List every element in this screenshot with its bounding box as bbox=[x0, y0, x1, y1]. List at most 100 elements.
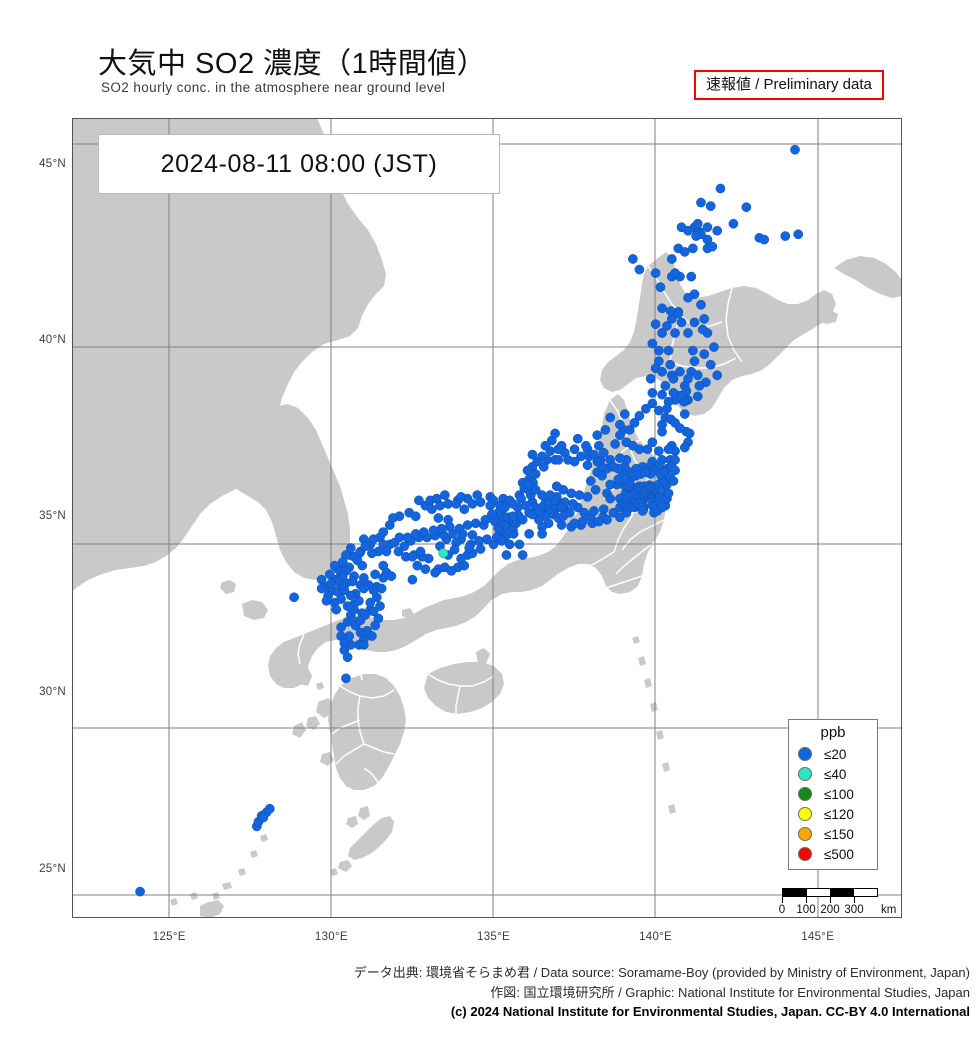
station-marker[interactable] bbox=[414, 495, 424, 506]
station-marker[interactable] bbox=[410, 529, 421, 539]
station-marker[interactable] bbox=[410, 511, 421, 522]
station-marker[interactable] bbox=[475, 544, 486, 554]
station-marker[interactable] bbox=[582, 460, 593, 470]
station-marker[interactable] bbox=[449, 544, 460, 555]
station-marker[interactable] bbox=[696, 197, 706, 208]
station-marker[interactable] bbox=[728, 218, 739, 229]
station-marker[interactable] bbox=[597, 470, 607, 481]
station-marker[interactable] bbox=[454, 523, 465, 534]
station-marker[interactable] bbox=[376, 583, 387, 594]
station-marker[interactable] bbox=[386, 571, 397, 581]
station-marker[interactable] bbox=[480, 514, 491, 525]
station-marker[interactable] bbox=[670, 328, 680, 338]
station-marker[interactable] bbox=[522, 465, 533, 476]
station-marker[interactable] bbox=[316, 574, 327, 585]
station-marker[interactable] bbox=[326, 578, 337, 589]
station-marker[interactable] bbox=[663, 488, 674, 499]
station-marker[interactable] bbox=[537, 490, 547, 500]
station-marker[interactable] bbox=[705, 201, 716, 211]
station-marker[interactable] bbox=[642, 444, 653, 455]
station-marker[interactable] bbox=[569, 518, 580, 529]
station-marker[interactable] bbox=[600, 425, 611, 435]
station-marker[interactable] bbox=[504, 539, 515, 550]
station-marker[interactable] bbox=[610, 439, 620, 449]
station-marker[interactable] bbox=[709, 342, 719, 352]
station-marker[interactable] bbox=[666, 254, 677, 264]
station-marker[interactable] bbox=[657, 389, 667, 400]
station-marker[interactable] bbox=[341, 673, 351, 684]
station-marker[interactable] bbox=[345, 543, 356, 553]
station-marker[interactable] bbox=[516, 493, 526, 504]
station-marker[interactable] bbox=[524, 529, 534, 539]
station-marker[interactable] bbox=[418, 527, 429, 537]
station-marker[interactable] bbox=[443, 514, 453, 525]
station-marker[interactable] bbox=[598, 504, 609, 515]
station-marker[interactable] bbox=[368, 606, 379, 617]
station-marker[interactable] bbox=[440, 490, 450, 500]
station-marker-highlight[interactable] bbox=[438, 548, 449, 559]
station-marker[interactable] bbox=[517, 550, 528, 560]
station-marker[interactable] bbox=[508, 511, 518, 522]
station-marker[interactable] bbox=[339, 645, 350, 656]
station-marker[interactable] bbox=[689, 317, 700, 328]
station-marker[interactable] bbox=[615, 419, 625, 430]
station-marker[interactable] bbox=[684, 428, 695, 439]
station-marker[interactable] bbox=[692, 370, 703, 381]
station-marker[interactable] bbox=[589, 449, 599, 460]
station-marker[interactable] bbox=[524, 479, 534, 490]
station-marker[interactable] bbox=[358, 583, 369, 594]
station-marker[interactable] bbox=[375, 601, 385, 611]
station-marker[interactable] bbox=[662, 403, 672, 414]
station-marker[interactable] bbox=[653, 446, 664, 456]
station-marker[interactable] bbox=[324, 569, 335, 580]
station-marker[interactable] bbox=[629, 418, 640, 428]
station-marker[interactable] bbox=[675, 366, 685, 377]
station-marker[interactable] bbox=[420, 564, 431, 574]
station-marker[interactable] bbox=[594, 516, 604, 527]
station-marker[interactable] bbox=[360, 541, 371, 552]
station-marker[interactable] bbox=[464, 543, 475, 553]
station-marker[interactable] bbox=[692, 218, 703, 229]
station-marker[interactable] bbox=[657, 303, 667, 314]
station-marker[interactable] bbox=[527, 449, 538, 460]
station-marker[interactable] bbox=[688, 345, 698, 356]
station-marker[interactable] bbox=[605, 479, 616, 490]
station-marker[interactable] bbox=[707, 241, 718, 252]
station-marker[interactable] bbox=[289, 592, 299, 603]
station-marker[interactable] bbox=[657, 502, 667, 513]
station-marker[interactable] bbox=[602, 514, 612, 525]
station-marker[interactable] bbox=[696, 299, 706, 310]
station-marker[interactable] bbox=[670, 268, 680, 278]
station-marker[interactable] bbox=[619, 409, 630, 419]
station-marker[interactable] bbox=[530, 484, 541, 495]
station-marker[interactable] bbox=[676, 222, 687, 233]
station-marker[interactable] bbox=[694, 380, 705, 391]
station-marker[interactable] bbox=[347, 576, 358, 587]
station-marker[interactable] bbox=[475, 497, 486, 507]
station-marker[interactable] bbox=[367, 631, 377, 641]
station-marker[interactable] bbox=[537, 529, 547, 539]
station-marker[interactable] bbox=[462, 520, 473, 530]
station-marker[interactable] bbox=[613, 474, 624, 485]
station-marker[interactable] bbox=[679, 442, 690, 453]
station-marker[interactable] bbox=[660, 380, 671, 391]
station-marker[interactable] bbox=[501, 550, 512, 560]
station-marker[interactable] bbox=[354, 595, 364, 606]
station-marker[interactable] bbox=[367, 548, 377, 559]
station-marker[interactable] bbox=[496, 536, 507, 546]
station-marker[interactable] bbox=[668, 373, 679, 384]
station-marker[interactable] bbox=[482, 534, 492, 544]
station-marker[interactable] bbox=[329, 560, 340, 571]
station-marker[interactable] bbox=[368, 534, 379, 544]
station-marker[interactable] bbox=[446, 566, 457, 576]
legend-item[interactable]: ≤150 bbox=[789, 824, 877, 844]
station-marker[interactable] bbox=[655, 282, 666, 293]
station-marker[interactable] bbox=[337, 557, 348, 567]
station-marker[interactable] bbox=[712, 370, 723, 381]
station-marker[interactable] bbox=[688, 243, 698, 254]
station-marker[interactable] bbox=[388, 513, 398, 523]
station-marker[interactable] bbox=[702, 222, 713, 233]
station-marker[interactable] bbox=[741, 202, 752, 213]
station-marker[interactable] bbox=[556, 502, 567, 513]
so2-station-markers[interactable] bbox=[135, 144, 804, 897]
